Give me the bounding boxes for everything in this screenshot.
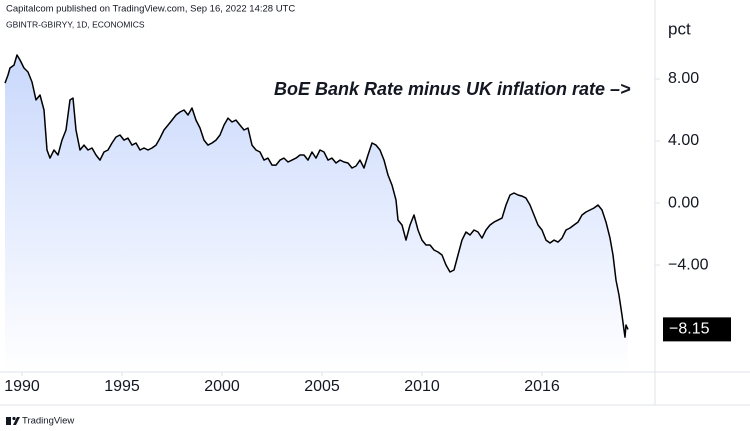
last-value-box <box>663 317 731 342</box>
y-tick-label: 4.00 <box>668 132 699 149</box>
annotation: BoE Bank Rate minus UK inflation rate –> <box>274 79 631 99</box>
x-tick-label: 2010 <box>404 378 440 395</box>
line <box>4 54 629 338</box>
tradingview-logo <box>6 416 20 425</box>
footer-brand: TradingView <box>22 416 74 427</box>
last-value-label: −8.15 <box>669 321 710 338</box>
y-tick-label: 8.00 <box>668 70 699 87</box>
publisher-note: Capitalcom published on TradingView.com,… <box>6 4 295 15</box>
area-fill <box>5 55 628 372</box>
x-tick-label: 1990 <box>4 378 40 395</box>
x-tick-label: 2016 <box>524 378 560 395</box>
y-tick-label: −4.00 <box>668 256 709 273</box>
y-tick-label: 0.00 <box>668 194 699 211</box>
y-axis-label: pct <box>668 19 691 38</box>
x-tick-label: 1995 <box>104 378 140 395</box>
x-tick-label: 2005 <box>304 378 340 395</box>
plot-area <box>4 54 629 372</box>
x-tick-label: 2000 <box>204 378 240 395</box>
symbol-label: GBINTR-GBIRYY, 1D, ECONOMICS <box>6 19 145 29</box>
